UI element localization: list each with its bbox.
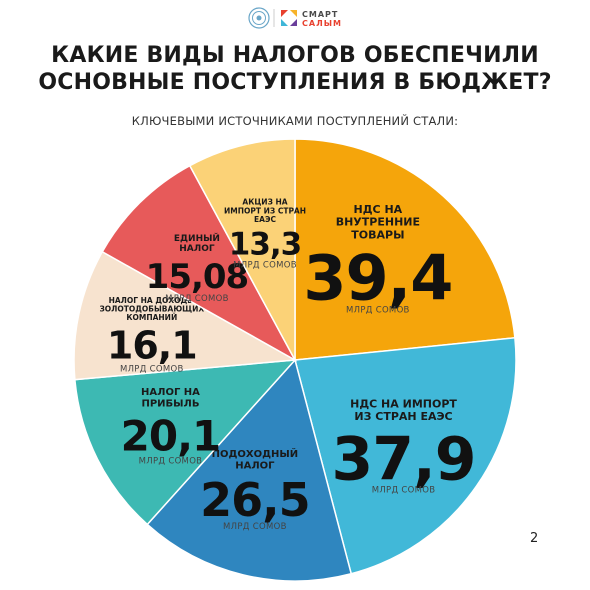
slice-label: ИМПОРТ ИЗ СТРАН — [224, 206, 306, 215]
header-logos: СМАРТ САЛЫМ — [248, 7, 342, 29]
slice-value: 13,3 — [229, 227, 302, 263]
slice-label: НДС НА — [354, 203, 403, 216]
slice-label: ЗОЛОТОДОБЫВАЮЩИХ — [99, 304, 204, 313]
slice-unit: МЛРД СОМОВ — [372, 486, 436, 496]
slice-label: НАЛОГ НА — [141, 387, 200, 398]
slice-label: НАЛОГ — [179, 244, 215, 254]
pie-slice — [101, 164, 297, 362]
pie-slice — [73, 250, 298, 381]
slice-value: 16,1 — [107, 323, 197, 367]
slice-label: АКЦИЗ НА — [242, 198, 287, 207]
brand-line2: САЛЫМ — [302, 19, 342, 28]
brand-line1: СМАРТ — [302, 10, 338, 19]
brand-logo-icon — [281, 10, 297, 26]
slice-unit: МЛРД СОМОВ — [165, 294, 229, 304]
title-line-2: ОСНОВНЫЕ ПОСТУПЛЕНИЯ В БЮДЖЕТ? — [38, 70, 552, 95]
emblem-icon — [248, 7, 270, 29]
slice-label: ЕАЭС — [254, 215, 276, 224]
slice-unit: МЛРД СОМОВ — [223, 522, 287, 532]
slice-label: НАЛОГ — [235, 461, 275, 472]
slice-label: ПОДОХОДНЫЙ — [212, 447, 299, 460]
slice-label: ТОВАРЫ — [351, 228, 404, 241]
chart-subtitle: КЛЮЧЕВЫМИ ИСТОЧНИКАМИ ПОСТУПЛЕНИЙ СТАЛИ: — [131, 114, 459, 128]
slice-unit: МЛРД СОМОВ — [346, 305, 410, 315]
page-number: 2 — [530, 531, 539, 546]
slice-label: НАЛОГ НА ДОХОДЫ — [109, 296, 196, 305]
pie-slice — [74, 359, 297, 526]
slice-label: ЕДИНЫЙ — [174, 232, 220, 244]
pie-slice — [294, 138, 516, 361]
title-line-1: КАКИЕ ВИДЫ НАЛОГОВ ОБЕСПЕЧИЛИ — [51, 43, 539, 68]
slice-label: ПРИБЫЛЬ — [141, 398, 199, 409]
slice-label: НДС НА ИМПОРТ — [350, 397, 457, 410]
slice-unit: МЛРД СОМОВ — [233, 261, 297, 271]
slice-value: 20,1 — [121, 412, 221, 461]
slice-value: 15,08 — [146, 257, 249, 297]
pie-slice — [294, 336, 517, 575]
slice-value: 39,4 — [303, 241, 452, 314]
page-title: КАКИЕ ВИДЫ НАЛОГОВ ОБЕСПЕЧИЛИ ОСНОВНЫЕ П… — [0, 42, 590, 96]
slice-label: ВНУТРЕННИЕ — [336, 216, 420, 229]
pie-slice — [146, 358, 353, 582]
slice-unit: МЛРД СОМОВ — [139, 457, 203, 467]
slice-unit: МЛРД СОМОВ — [120, 364, 184, 374]
slice-label: ИЗ СТРАН ЕАЭС — [354, 410, 452, 423]
slice-label: КОМПАНИЙ — [126, 313, 177, 322]
pie-slice — [188, 138, 296, 361]
slice-value: 26,5 — [200, 473, 310, 527]
slice-value: 37,9 — [332, 425, 476, 495]
